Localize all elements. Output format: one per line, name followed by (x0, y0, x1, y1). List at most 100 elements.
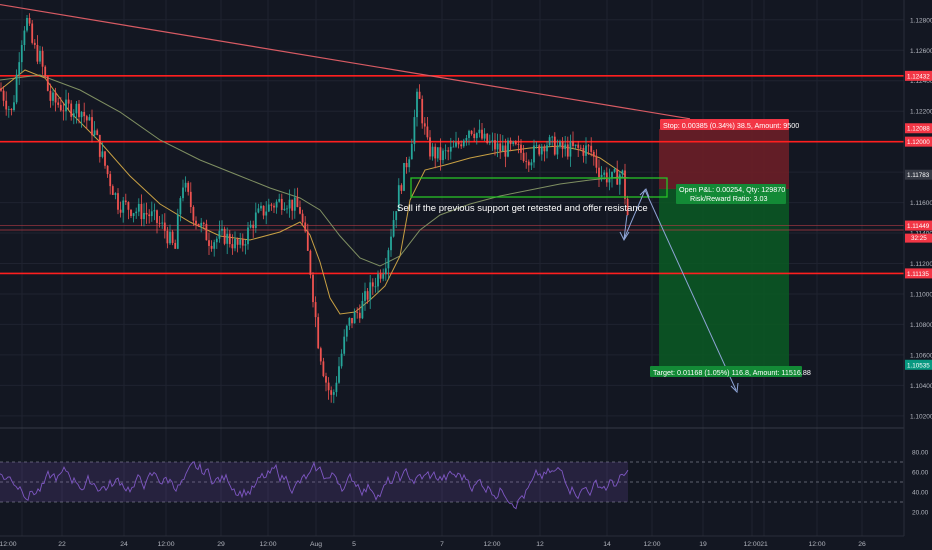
chart-annotation[interactable]: Sell if the previous support get reteste… (397, 203, 648, 214)
candle-body (371, 282, 374, 287)
risk-reward-label: Risk/Reward Ratio: 3.03 (690, 194, 768, 203)
candle-body (270, 204, 273, 206)
candle-body (28, 17, 31, 24)
target-label: Target: 0.01168 (1.05%) 116.8, Amount: 1… (653, 368, 811, 377)
candle-body (312, 274, 314, 303)
ma-200 (0, 74, 631, 267)
candle-body (478, 129, 481, 134)
price-badge (905, 359, 932, 370)
candle-body (306, 231, 309, 251)
stop-label: Stop: 0.00385 (0.34%) 38.5, Amount: 9500 (663, 121, 799, 130)
candle-body (36, 44, 39, 62)
candle-body (561, 141, 564, 150)
candle-body (517, 144, 520, 145)
candle-body (252, 224, 255, 229)
support-box[interactable] (410, 177, 668, 198)
candle-body (470, 130, 473, 134)
price-badge (905, 123, 932, 134)
candle-body (520, 144, 522, 153)
candle-body (44, 66, 47, 77)
candle-body (343, 336, 346, 354)
candle-body (353, 311, 356, 324)
price-tick-label: 1.10200 (910, 413, 932, 420)
time-tick-label: 12:00 (643, 541, 660, 548)
candle-body (124, 200, 127, 203)
candle-body (384, 268, 387, 275)
candle-body (442, 150, 444, 161)
candle-body (275, 201, 278, 208)
candle-body (127, 202, 130, 210)
candle-body (208, 240, 210, 246)
candle-body (0, 88, 2, 91)
candle-body (130, 209, 132, 217)
candle-body (54, 92, 57, 103)
time-tick-label: 12 (536, 541, 544, 548)
candle-body (98, 134, 101, 157)
candle-body (119, 209, 122, 213)
candle-body (618, 174, 621, 185)
price-tick-label: 1.12600 (910, 48, 932, 55)
candle-body (377, 274, 379, 287)
candle-body (247, 227, 249, 245)
candle-body (257, 208, 260, 213)
candle-body (535, 145, 538, 147)
candle-body (501, 145, 504, 152)
candle-body (475, 133, 478, 139)
time-tick-label: 12:00 (157, 541, 174, 548)
candle-body (439, 147, 442, 161)
candle-body (288, 199, 291, 209)
time-tick-label: 12:00 (743, 541, 760, 548)
candle-body (158, 222, 161, 224)
candle-body (582, 147, 585, 156)
candle-body (486, 133, 489, 144)
candle-body (499, 143, 502, 152)
candle-body (301, 213, 304, 223)
candle-body (405, 163, 408, 168)
descending-trendline[interactable] (0, 3, 691, 120)
position-labels[interactable]: Stop: 0.00385 (0.34%) 38.5, Amount: 9500… (650, 119, 811, 377)
candle-body (33, 42, 36, 45)
candle-body (80, 111, 83, 118)
candle-body (395, 211, 398, 221)
candle-body (122, 200, 125, 213)
candle-body (23, 30, 26, 46)
candle-body (608, 178, 611, 183)
candle-body (509, 140, 512, 145)
rsi-pane[interactable] (0, 460, 904, 510)
candle-body (400, 185, 403, 191)
candle-body (340, 353, 343, 367)
candle-body (514, 141, 517, 145)
candle-body (291, 199, 294, 211)
candle-body (496, 143, 499, 150)
candle-body (18, 62, 21, 75)
price-tick-label: 1.10600 (910, 352, 932, 359)
candle-body (379, 274, 382, 279)
candle-body (416, 91, 418, 118)
candle-body (621, 170, 624, 175)
candle-body (221, 228, 223, 231)
rsi-tick-label: 80.00 (912, 450, 929, 457)
candle-body (587, 145, 590, 147)
candle-body (265, 211, 268, 216)
candle-body (46, 76, 49, 91)
candle-body (236, 238, 239, 245)
price-axis[interactable]: 1.128001.126001.124001.122001.120001.118… (903, 0, 932, 536)
candle-body (106, 165, 109, 175)
candle-body (462, 140, 465, 147)
candle-body (348, 317, 351, 326)
candle-body (13, 102, 15, 111)
candle-body (93, 130, 96, 136)
time-tick-label: 7 (440, 541, 444, 548)
time-axis[interactable]: 12:00 22 24 12:00 29 12:00 Aug 5 7 12:00 12 14 12:00… (0, 535, 904, 548)
candle-body (574, 144, 577, 147)
time-tick-label: 24 (120, 541, 128, 548)
candle-body (215, 238, 218, 243)
time-tick-label: 29 (217, 541, 225, 548)
candle-body (132, 213, 135, 217)
candle-body (444, 150, 447, 152)
candle-body (205, 223, 208, 241)
candle-body (335, 382, 338, 393)
candle-body (330, 390, 333, 395)
rsi-band (0, 462, 628, 502)
